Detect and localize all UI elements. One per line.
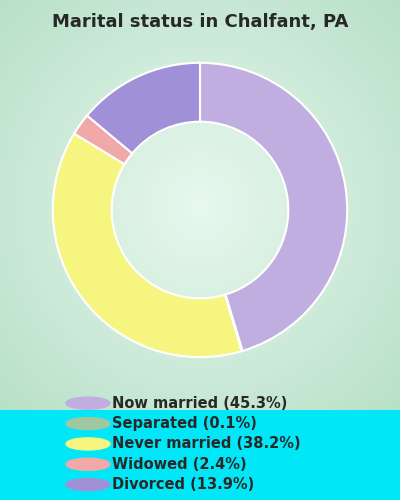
Wedge shape — [87, 63, 200, 154]
Circle shape — [66, 438, 110, 450]
Text: Widowed (2.4%): Widowed (2.4%) — [112, 457, 247, 472]
Circle shape — [66, 397, 110, 409]
Text: Now married (45.3%): Now married (45.3%) — [112, 396, 287, 410]
Wedge shape — [74, 116, 132, 164]
Wedge shape — [53, 134, 242, 357]
Wedge shape — [225, 294, 242, 351]
Circle shape — [66, 458, 110, 470]
Text: Never married (38.2%): Never married (38.2%) — [112, 436, 301, 452]
Text: Divorced (13.9%): Divorced (13.9%) — [112, 477, 254, 492]
Circle shape — [66, 418, 110, 430]
Text: Separated (0.1%): Separated (0.1%) — [112, 416, 257, 431]
Text: Marital status in Chalfant, PA: Marital status in Chalfant, PA — [52, 12, 348, 30]
Wedge shape — [200, 63, 347, 351]
Circle shape — [66, 478, 110, 490]
